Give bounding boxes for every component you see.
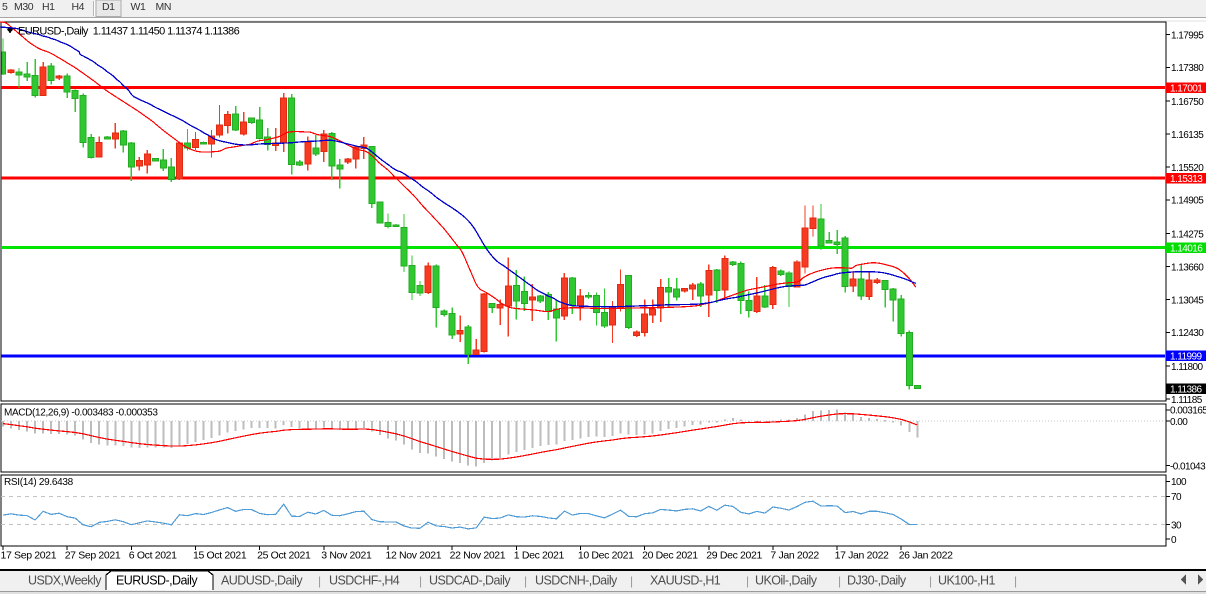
svg-text:DJ30-,Daily: DJ30-,Daily (847, 574, 907, 588)
svg-text:3 Nov 2021: 3 Nov 2021 (321, 550, 372, 562)
svg-text:1.13660: 1.13660 (1171, 262, 1204, 273)
svg-text:29 Dec 2021: 29 Dec 2021 (706, 550, 762, 562)
svg-text:1.11999: 1.11999 (1170, 352, 1203, 363)
svg-text:1.15520: 1.15520 (1171, 163, 1204, 174)
svg-text:AUDUSD-,Daily: AUDUSD-,Daily (221, 574, 303, 588)
svg-text:-0.01043: -0.01043 (1170, 462, 1206, 473)
svg-text:1.11800: 1.11800 (1171, 362, 1204, 373)
svg-text:0: 0 (1171, 535, 1177, 546)
svg-text:D1: D1 (102, 1, 115, 13)
svg-text:1.12430: 1.12430 (1171, 328, 1204, 339)
svg-text:RSI(14) 29.6438: RSI(14) 29.6438 (4, 477, 74, 488)
svg-text:1.17001: 1.17001 (1170, 84, 1203, 95)
svg-text:0.003165: 0.003165 (1170, 406, 1206, 417)
svg-text:|: | (524, 574, 527, 588)
svg-text:6 Oct 2021: 6 Oct 2021 (129, 550, 177, 562)
svg-text:17 Jan 2022: 17 Jan 2022 (835, 550, 889, 562)
svg-text:USDCNH-,Daily: USDCNH-,Daily (535, 574, 618, 588)
svg-text:7 Jan 2022: 7 Jan 2022 (770, 550, 819, 562)
svg-text:XAUUSD-,H1: XAUUSD-,H1 (650, 574, 721, 588)
svg-text:12 Nov 2021: 12 Nov 2021 (386, 550, 442, 562)
svg-text:5: 5 (2, 1, 8, 13)
svg-text:W1: W1 (131, 1, 147, 13)
svg-text:UKOil-,Daily: UKOil-,Daily (755, 574, 818, 588)
svg-text:USDCAD-,Daily: USDCAD-,Daily (429, 574, 511, 588)
svg-text:1.16135: 1.16135 (1171, 130, 1204, 141)
svg-text:1.16750: 1.16750 (1171, 97, 1204, 108)
svg-text:|: | (419, 574, 422, 588)
svg-text:26 Jan 2022: 26 Jan 2022 (899, 550, 953, 562)
svg-text:15 Oct 2021: 15 Oct 2021 (193, 550, 247, 562)
svg-text:27 Sep 2021: 27 Sep 2021 (65, 550, 121, 562)
svg-text:70: 70 (1171, 492, 1182, 503)
svg-text:1.17380: 1.17380 (1171, 63, 1204, 74)
svg-text:USDX,Weekly: USDX,Weekly (28, 574, 102, 588)
svg-text:1.11185: 1.11185 (1171, 395, 1203, 406)
svg-text:17 Sep 2021: 17 Sep 2021 (1, 550, 57, 562)
svg-text:|: | (838, 574, 841, 588)
svg-text:1.14275: 1.14275 (1171, 230, 1204, 241)
svg-text:22 Nov 2021: 22 Nov 2021 (450, 550, 506, 562)
svg-text:20 Dec 2021: 20 Dec 2021 (642, 550, 698, 562)
svg-text:|: | (746, 574, 749, 588)
svg-text:10 Dec 2021: 10 Dec 2021 (578, 550, 634, 562)
svg-text:1 Dec 2021: 1 Dec 2021 (514, 550, 565, 562)
svg-text:|: | (1014, 574, 1017, 588)
svg-text:USDCHF-,H4: USDCHF-,H4 (329, 574, 400, 588)
svg-text:1.14016: 1.14016 (1170, 243, 1203, 254)
svg-text:0.00: 0.00 (1170, 417, 1188, 428)
svg-text:1.13045: 1.13045 (1171, 295, 1204, 306)
svg-text:MN: MN (156, 1, 172, 13)
svg-text:|: | (630, 574, 633, 588)
svg-text:30: 30 (1171, 521, 1182, 532)
svg-text:100: 100 (1171, 477, 1187, 488)
svg-text:EURUSD-,Daily 1.11437 1.11450: EURUSD-,Daily 1.11437 1.11450 1.11374 1.… (18, 26, 240, 38)
svg-text:25 Oct 2021: 25 Oct 2021 (257, 550, 311, 562)
svg-text:1.11386: 1.11386 (1170, 385, 1203, 396)
svg-text:H1: H1 (42, 1, 55, 13)
svg-text:|: | (929, 574, 932, 588)
svg-text:M30: M30 (14, 1, 34, 13)
svg-text:UK100-,H1: UK100-,H1 (938, 574, 995, 588)
svg-text:H4: H4 (72, 1, 85, 13)
svg-text:1.17995: 1.17995 (1171, 30, 1204, 41)
svg-text:1.14905: 1.14905 (1171, 196, 1204, 207)
svg-text:EURUSD-,Daily: EURUSD-,Daily (116, 574, 198, 588)
svg-text:1.15313: 1.15313 (1170, 174, 1203, 185)
svg-text:MACD(12,26,9) -0.003483 -0.000: MACD(12,26,9) -0.003483 -0.000353 (4, 408, 158, 419)
svg-text:|: | (318, 574, 321, 588)
